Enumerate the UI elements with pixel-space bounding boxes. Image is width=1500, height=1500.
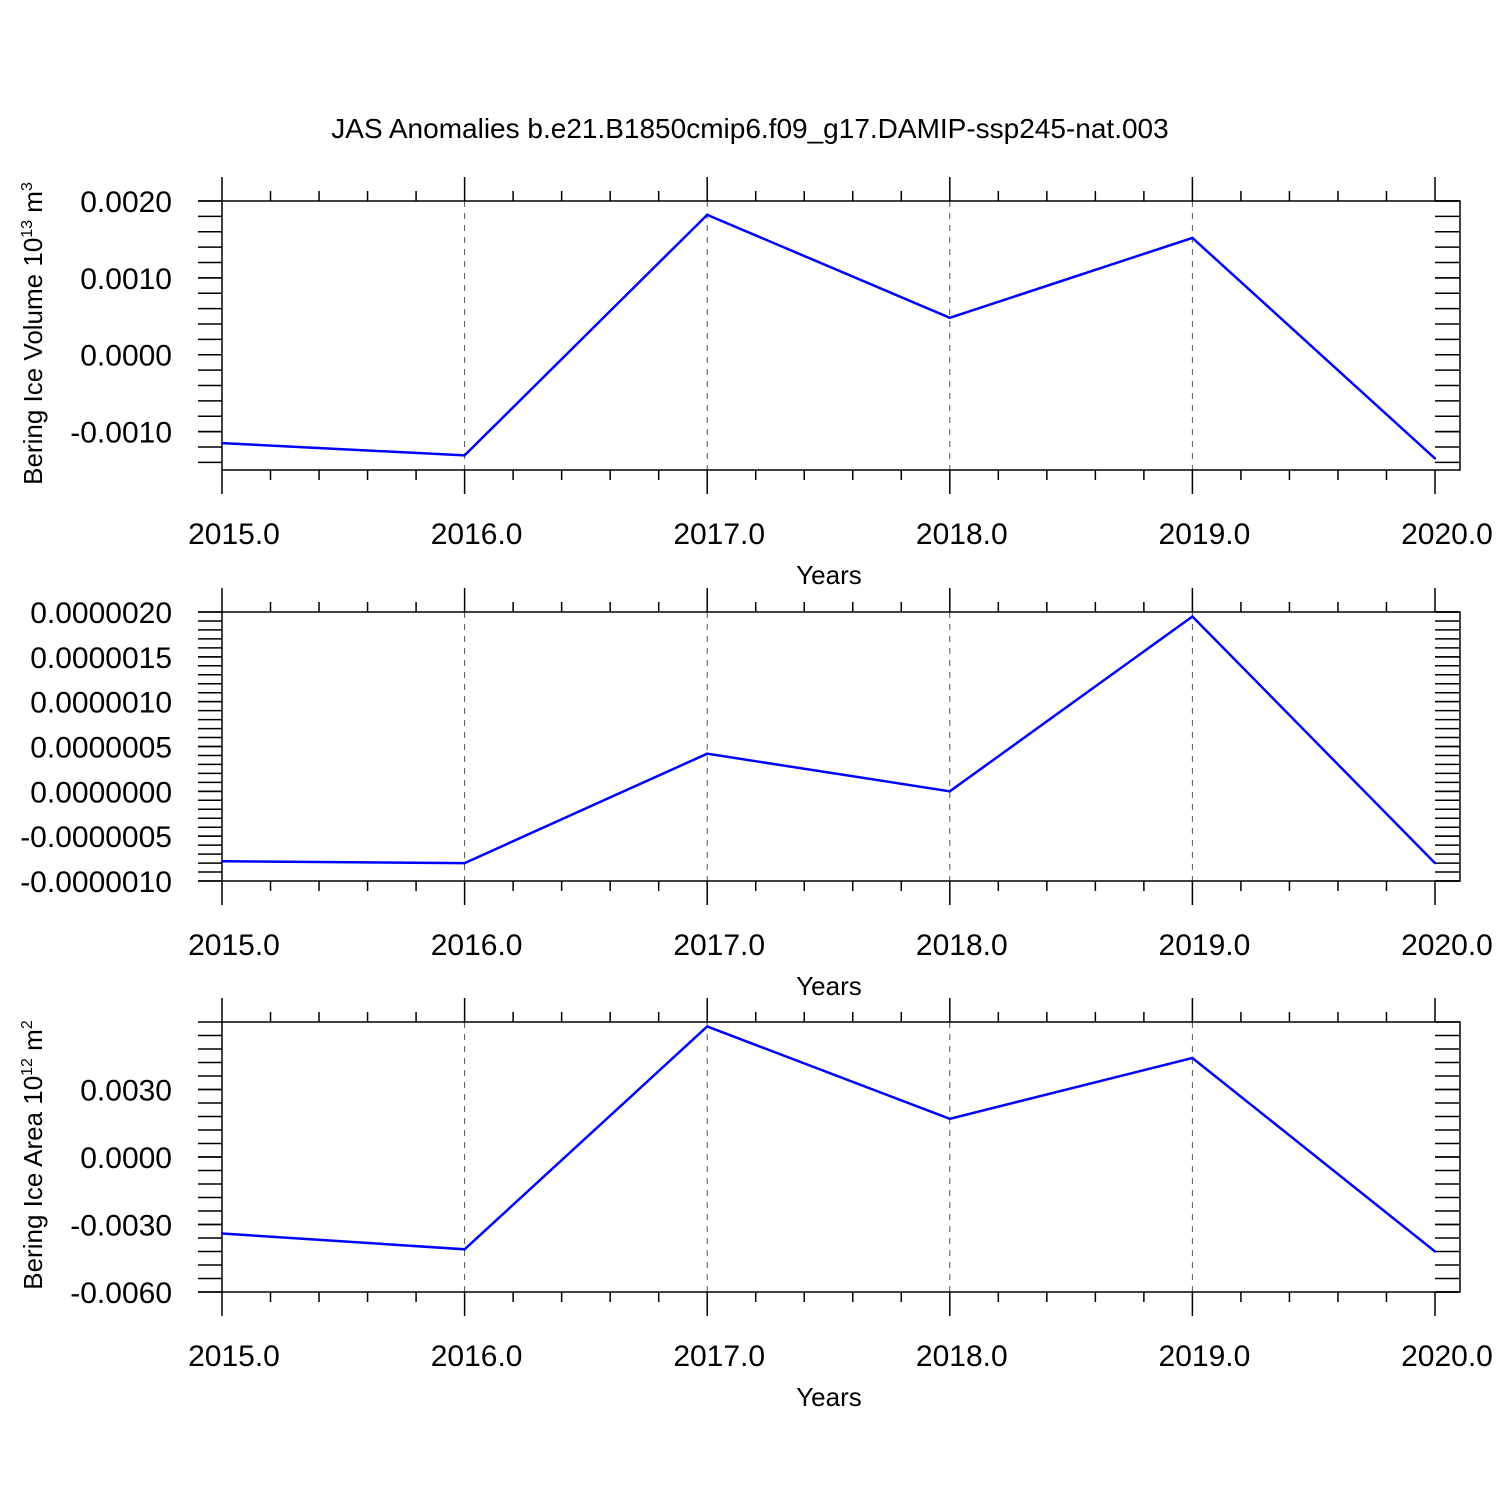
data-point bbox=[948, 790, 951, 793]
y-axis-title-unit-exponent: 3 bbox=[19, 182, 36, 191]
data-point bbox=[1191, 1056, 1194, 1060]
y-tick-label: 0.0000000 bbox=[30, 776, 172, 809]
y-axis-title-unit-exponent: 2 bbox=[19, 1020, 36, 1029]
y-axis-title-unit: m bbox=[18, 1029, 48, 1058]
x-tick-label: 2015.0 bbox=[188, 1340, 280, 1373]
y-tick-label: 0.0010 bbox=[80, 263, 172, 296]
data-point bbox=[948, 1117, 951, 1120]
data-point bbox=[706, 752, 709, 755]
data-point bbox=[706, 213, 709, 217]
y-tick-label: -0.0000010 bbox=[20, 866, 172, 899]
series-line bbox=[221, 1025, 1436, 1253]
data-point bbox=[1191, 615, 1194, 618]
x-axis-title: Years bbox=[796, 971, 862, 1001]
x-tick-label: 2019.0 bbox=[1159, 929, 1251, 962]
y-axis-title-exponent: 12 bbox=[19, 1058, 36, 1076]
y-tick-label: 0.0000 bbox=[80, 340, 172, 373]
data-point bbox=[1433, 861, 1437, 865]
y-tick-label: 0.0030 bbox=[80, 1075, 172, 1108]
data-point bbox=[1433, 1250, 1437, 1253]
x-tick-label: 2018.0 bbox=[916, 518, 1008, 551]
y-tick-label: 0.0000 bbox=[80, 1142, 172, 1175]
x-tick-label: 2018.0 bbox=[916, 1340, 1008, 1373]
data-point bbox=[463, 454, 466, 457]
x-tick-label: 2020.0 bbox=[1401, 518, 1493, 551]
x-tick-label: 2015.0 bbox=[188, 929, 280, 962]
data-point bbox=[220, 1232, 224, 1235]
x-tick-label: 2019.0 bbox=[1159, 518, 1251, 551]
panel-ice-volume: -0.0010 0.0000 0.0010 0.0020 2015.0 2016.0 201… bbox=[18, 177, 1493, 590]
x-tick-label: 2020.0 bbox=[1401, 1340, 1493, 1373]
series-line bbox=[221, 213, 1436, 460]
y-axis-title: Bering Ice Area 1012 m2 bbox=[18, 1020, 48, 1290]
data-point bbox=[220, 860, 224, 863]
x-tick-label: 2020.0 bbox=[1401, 929, 1493, 962]
data-point bbox=[1433, 457, 1437, 460]
y-tick-label: -0.0030 bbox=[70, 1210, 172, 1243]
x-tick-label: 2016.0 bbox=[431, 929, 523, 962]
y-tick-label: -0.0000005 bbox=[20, 821, 172, 854]
figure-title: JAS Anomalies b.e21.B1850cmip6.f09_g17.D… bbox=[331, 113, 1168, 144]
x-tick-label: 2015.0 bbox=[188, 518, 280, 551]
data-point bbox=[220, 441, 224, 445]
y-tick-label: -0.0010 bbox=[70, 417, 172, 450]
data-point bbox=[463, 861, 466, 865]
x-axis-title: Years bbox=[796, 560, 862, 590]
y-tick-label: 0.0000005 bbox=[30, 732, 172, 765]
x-tick-label: 2016.0 bbox=[431, 1340, 523, 1373]
x-tick-label: 2017.0 bbox=[673, 1340, 765, 1373]
series-line bbox=[221, 614, 1436, 865]
y-axis-title-unit: m bbox=[18, 191, 48, 220]
data-point bbox=[706, 1025, 709, 1028]
x-tick-label: 2019.0 bbox=[1159, 1340, 1251, 1373]
x-tick-label: 2017.0 bbox=[673, 929, 765, 962]
y-tick-label: 0.0000015 bbox=[30, 642, 172, 675]
y-tick-label: 0.0000010 bbox=[30, 687, 172, 720]
x-axis-title: Years bbox=[796, 1382, 862, 1412]
y-axis-title-exponent: 13 bbox=[19, 220, 36, 238]
x-tick-label: 2017.0 bbox=[673, 518, 765, 551]
x-tick-label: 2018.0 bbox=[916, 929, 1008, 962]
y-axis-title: Bering Ice Volume 1013 m3 bbox=[18, 182, 48, 485]
data-point bbox=[1191, 236, 1194, 240]
panel-anomaly-middle: -0.0000010 -0.0000005 0.0000000 0.0000005 0.… bbox=[20, 588, 1493, 1001]
data-point bbox=[463, 1248, 466, 1251]
y-tick-label: -0.0060 bbox=[70, 1277, 172, 1310]
plot-frame bbox=[221, 200, 1461, 471]
data-point bbox=[948, 316, 951, 320]
x-tick-label: 2016.0 bbox=[431, 518, 523, 551]
y-axis-title-name: Bering Ice Volume 10 bbox=[18, 238, 48, 485]
y-tick-label: 0.0020 bbox=[80, 186, 172, 219]
y-axis-title-name: Bering Ice Area 10 bbox=[18, 1076, 48, 1290]
panel-ice-area: -0.0060 -0.0030 0.0000 0.0030 2015.0 2016.0 20… bbox=[18, 998, 1493, 1412]
y-tick-label: 0.0000020 bbox=[30, 597, 172, 630]
